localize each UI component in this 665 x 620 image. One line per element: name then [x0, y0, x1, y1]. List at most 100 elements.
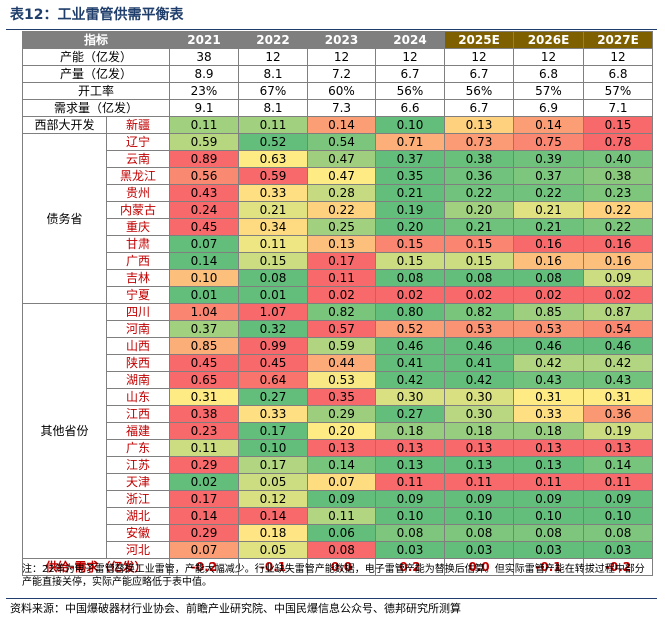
summary-label: 需求量（亿发）: [22, 99, 170, 117]
title-divider: [6, 29, 657, 30]
demand-cell: 0.56: [169, 167, 239, 185]
summary-row: 需求量（亿发） 9.1 8.1 7.3 6.6 6.7 6.9 7.1: [22, 99, 653, 117]
demand-cell: 0.17: [238, 422, 308, 440]
province-name: 四川: [106, 303, 170, 321]
demand-cell: 0.85: [169, 337, 239, 355]
summary-cell: 23%: [169, 82, 239, 100]
demand-cell: 0.01: [169, 286, 239, 304]
demand-cell: 0.11: [444, 473, 514, 491]
province-row: 福建 0.23 0.17 0.20 0.18 0.18 0.18 0.19: [23, 422, 653, 440]
summary-cell: 12: [307, 48, 376, 66]
demand-cell: 0.46: [583, 337, 653, 355]
demand-cell: 0.01: [238, 286, 308, 304]
summary-cell: 9.1: [169, 99, 239, 117]
demand-cell: 0.36: [583, 405, 653, 423]
demand-cell: 0.08: [513, 524, 584, 542]
demand-cell: 0.29: [307, 405, 376, 423]
demand-cell: 0.14: [169, 252, 239, 270]
demand-cell: 0.33: [513, 405, 584, 423]
demand-cell: 0.09: [513, 490, 584, 508]
summary-cell: 7.3: [307, 99, 376, 117]
source-divider: [6, 598, 657, 599]
balance-label: 供给-需求（亿发）: [22, 558, 170, 576]
demand-cell: 0.15: [444, 235, 514, 253]
balance-cell: 0.0: [444, 558, 514, 576]
province-name: 浙江: [106, 490, 170, 508]
demand-cell: 0.10: [513, 507, 584, 525]
demand-cell: 0.41: [444, 354, 514, 372]
demand-cell: 0.53: [513, 320, 584, 338]
demand-cell: 0.44: [307, 354, 376, 372]
demand-cell: 0.43: [583, 371, 653, 389]
demand-cell: 0.13: [375, 456, 445, 474]
province-row: 黑龙江 0.56 0.59 0.47 0.35 0.36 0.37 0.38: [23, 167, 653, 185]
demand-cell: 0.22: [444, 184, 514, 202]
demand-cell: 0.46: [375, 337, 445, 355]
demand-cell: 0.14: [238, 507, 308, 525]
province-name: 辽宁: [106, 133, 170, 151]
province-name: 湖南: [106, 371, 170, 389]
demand-cell: 0.80: [375, 303, 445, 321]
demand-cell: 0.38: [169, 405, 239, 423]
header-indicator: 指标: [22, 31, 170, 49]
demand-cell: 0.53: [444, 320, 514, 338]
demand-cell: 0.82: [444, 303, 514, 321]
demand-cell: 0.47: [307, 150, 376, 168]
demand-cell: 0.32: [238, 320, 308, 338]
demand-cell: 0.45: [169, 218, 239, 236]
province-row: 江苏 0.29 0.17 0.14 0.13 0.13 0.13 0.14: [23, 456, 653, 474]
demand-cell: 0.02: [375, 286, 445, 304]
demand-cell: 0.05: [238, 473, 308, 491]
province-row: 云南 0.89 0.63 0.47 0.37 0.38 0.39 0.40: [23, 150, 653, 168]
demand-cell: 0.02: [583, 286, 653, 304]
demand-cell: 0.29: [169, 524, 239, 542]
province-row: 债务省 辽宁 0.59 0.52 0.54 0.71 0.73 0.75 0.78: [22, 133, 653, 304]
province-row: 江西 0.38 0.33 0.29 0.27 0.30 0.33 0.36: [23, 405, 653, 423]
region-group-label: 其他省份: [22, 303, 107, 559]
demand-cell: 0.15: [583, 116, 653, 134]
summary-cell: 12: [583, 48, 653, 66]
demand-cell: 0.11: [307, 269, 376, 287]
province-row: 河北 0.07 0.05 0.08 0.03 0.03 0.03 0.03: [23, 541, 653, 559]
demand-cell: 0.10: [375, 507, 445, 525]
province-name: 重庆: [106, 218, 170, 236]
summary-cell: 6.8: [513, 65, 584, 83]
summary-cell: 8.1: [238, 65, 308, 83]
demand-cell: 0.33: [238, 405, 308, 423]
table-body: 指标 2021 2022 2023 2024 2025E 2026E 2027E 产能（亿发） 3…: [22, 31, 653, 576]
header-year: 2021: [169, 31, 239, 49]
balance-row: 供给-需求（亿发） -0.2 -0.1 0.0 0.2 0.0 -0.1 -0.2: [22, 558, 653, 576]
demand-cell: 1.07: [238, 303, 308, 321]
demand-cell: 0.42: [583, 354, 653, 372]
demand-cell: 0.37: [375, 150, 445, 168]
province-name: 云南: [106, 150, 170, 168]
demand-cell: 0.47: [307, 167, 376, 185]
demand-cell: 0.43: [169, 184, 239, 202]
demand-cell: 0.16: [583, 235, 653, 253]
summary-row: 产能（亿发） 38 12 12 12 12 12 12: [22, 48, 653, 66]
province-row: 山西 0.85 0.99 0.59 0.46 0.46 0.46 0.46: [23, 337, 653, 355]
demand-cell: 0.30: [444, 405, 514, 423]
demand-cell: 0.31: [583, 388, 653, 406]
province-name: 贵州: [106, 184, 170, 202]
demand-cell: 0.15: [238, 252, 308, 270]
summary-cell: 12: [375, 48, 445, 66]
demand-cell: 0.10: [375, 116, 445, 134]
demand-cell: 0.38: [444, 150, 514, 168]
demand-cell: 0.13: [375, 439, 445, 457]
demand-cell: 0.02: [307, 286, 376, 304]
demand-cell: 0.73: [444, 133, 514, 151]
province-name: 山东: [106, 388, 170, 406]
table-note: 注：22年为电子雷管替换工业雷管，产能大幅减少。行业缺失雷管产能数据，电子雷管产…: [22, 564, 645, 588]
summary-cell: 6.7: [444, 65, 514, 83]
demand-cell: 0.02: [444, 286, 514, 304]
demand-cell: 0.10: [583, 507, 653, 525]
header-year: 2023: [307, 31, 376, 49]
demand-cell: 0.14: [513, 116, 584, 134]
demand-cell: 0.22: [307, 201, 376, 219]
province-name: 河北: [106, 541, 170, 559]
demand-cell: 0.21: [375, 184, 445, 202]
demand-cell: 0.03: [513, 541, 584, 559]
demand-cell: 0.20: [307, 422, 376, 440]
demand-cell: 0.08: [444, 269, 514, 287]
